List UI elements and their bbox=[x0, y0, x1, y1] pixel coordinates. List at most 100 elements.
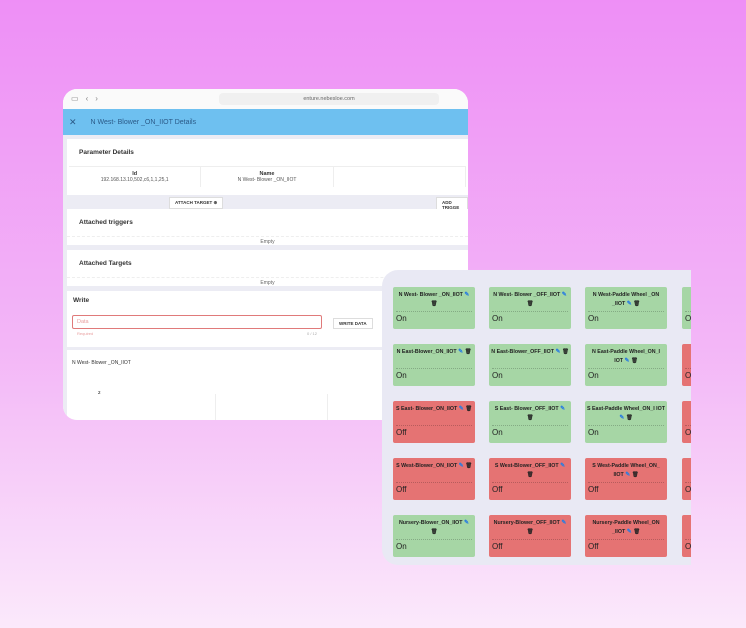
device-tile[interactable]: N ✎ 🗑O bbox=[682, 344, 691, 386]
edit-icon[interactable]: ✎ bbox=[458, 406, 464, 412]
tile-status: O bbox=[685, 368, 691, 380]
device-tile[interactable]: Nursery-Paddle Wheel_ON _IIOT ✎ 🗑 Off bbox=[585, 515, 667, 557]
edit-icon[interactable]: ✎ bbox=[619, 415, 625, 421]
id-cell: Id 192.168.13.10,502,c6,1,1,25,1 bbox=[69, 167, 202, 187]
tile-name: S East- Blower_ON_IIOT bbox=[396, 406, 458, 412]
helper-text: Required bbox=[77, 331, 94, 336]
device-tile[interactable]: N East-Paddle Wheel_ON_I IOT ✎ 🗑 On bbox=[585, 344, 667, 386]
delete-icon[interactable]: 🗑 bbox=[633, 301, 640, 307]
tile-status: Off bbox=[492, 539, 568, 551]
device-tile[interactable]: S East-Paddle Wheel_ON_I IOT ✎ 🗑 On bbox=[585, 401, 667, 443]
tile-name: S East- Blower_OFF_IIOT bbox=[494, 406, 559, 412]
device-tile[interactable]: Nursery-Blower_OFF_IIOT ✎ 🗑 Off bbox=[489, 515, 571, 557]
edit-icon[interactable]: ✎ bbox=[561, 292, 567, 298]
delete-icon[interactable]: 🗑 bbox=[465, 406, 472, 412]
device-tile[interactable]: S ✎ 🗑O bbox=[682, 401, 691, 443]
delete-icon[interactable]: 🗑 bbox=[465, 463, 472, 469]
edit-icon[interactable]: ✎ bbox=[625, 472, 631, 478]
address-bar[interactable]: enture.nebesloe.com bbox=[219, 93, 439, 105]
edit-icon[interactable]: ✎ bbox=[555, 349, 561, 355]
tile-name: N West- Blower _ON_IIOT bbox=[398, 292, 463, 298]
section-title: Write bbox=[73, 297, 90, 304]
tile-status: On bbox=[588, 311, 664, 323]
delete-icon[interactable]: 🗑 bbox=[631, 358, 638, 364]
edit-icon[interactable]: ✎ bbox=[458, 463, 464, 469]
device-tile[interactable]: S East- Blower_ON_IIOT ✎ 🗑 Off bbox=[393, 401, 475, 443]
device-tiles-panel: N West- Blower _ON_IIOT ✎ 🗑 On N West- Blo… bbox=[382, 270, 691, 565]
tile-status: On bbox=[492, 368, 568, 380]
data-input[interactable]: Data bbox=[72, 315, 322, 329]
tile-status: O bbox=[685, 311, 691, 323]
device-tile[interactable]: S West-Blower_OFF_IIOT ✎ 🗑 Off bbox=[489, 458, 571, 500]
delete-icon[interactable]: 🗑 bbox=[526, 529, 534, 535]
page-title: N West- Blower _ON_IIOT Details bbox=[90, 118, 197, 126]
attach-target-button[interactable]: ATTACH TARGET ⊕ bbox=[169, 197, 224, 209]
delete-icon[interactable]: 🗑 bbox=[464, 349, 472, 355]
tile-name: N West-Paddle Wheel _ON _IIOT bbox=[592, 292, 660, 307]
device-tile[interactable]: S East- Blower_OFF_IIOT ✎ 🗑 On bbox=[489, 401, 571, 443]
device-tile[interactable]: N East-Blower_ON_IIOT ✎ 🗑 On bbox=[393, 344, 475, 386]
tile-status: O bbox=[685, 539, 691, 551]
tile-status: On bbox=[492, 311, 568, 323]
char-counter: 0 / 12 bbox=[307, 331, 318, 336]
edit-icon[interactable]: ✎ bbox=[626, 529, 632, 535]
device-tile[interactable]: S ✎ 🗑O bbox=[682, 458, 691, 500]
tile-name: S West-Blower_OFF_IIOT bbox=[494, 463, 559, 469]
close-icon[interactable]: ✕ bbox=[69, 116, 77, 127]
device-tile[interactable]: N ✎ 🗑O bbox=[682, 287, 691, 329]
delete-icon[interactable]: 🗑 bbox=[625, 415, 633, 421]
edit-icon[interactable]: ✎ bbox=[626, 301, 632, 307]
back-icon[interactable]: ‹ bbox=[85, 94, 89, 103]
sidebar-icon[interactable]: ▭ bbox=[71, 94, 79, 103]
tile-name: N East-Blower_ON_IIOT bbox=[396, 349, 457, 355]
tile-status: On bbox=[588, 425, 664, 437]
delete-icon[interactable]: 🗑 bbox=[430, 301, 438, 307]
device-tile[interactable]: N East-Blower_OFF_IIOT ✎ 🗑 On bbox=[489, 344, 571, 386]
empty-text: Empty bbox=[67, 277, 468, 286]
tile-name: S East-Paddle Wheel_ON_I IOT bbox=[587, 406, 666, 412]
tile-name: Nursery-Blower_OFF_IIOT bbox=[493, 520, 560, 526]
tile-status: Off bbox=[396, 425, 472, 437]
tile-name: Nursery-Paddle Wheel_ON _IIOT bbox=[592, 520, 660, 535]
triggers-card: Attached triggers Empty bbox=[67, 209, 468, 245]
device-tile[interactable]: N West- Blower _ON_IIOT ✎ 🗑 On bbox=[393, 287, 475, 329]
tile-status: On bbox=[396, 368, 472, 380]
delete-icon[interactable]: 🗑 bbox=[631, 472, 639, 478]
tile-name: N East-Blower_OFF_IIOT bbox=[491, 349, 554, 355]
device-tile[interactable]: S West-Paddle Wheel_ON_ IIOT ✎ 🗑 Off bbox=[585, 458, 667, 500]
edit-icon[interactable]: ✎ bbox=[560, 406, 566, 412]
name-cell: Name N West- Blower _ON_IIOT bbox=[201, 167, 334, 187]
extra-cell bbox=[334, 167, 466, 187]
section-title: Attached Targets bbox=[79, 260, 132, 267]
forward-icon[interactable]: › bbox=[95, 94, 98, 103]
edit-icon[interactable]: ✎ bbox=[560, 463, 566, 469]
device-tile[interactable]: Nursery-Blower_ON_IIOT ✎ 🗑 On bbox=[393, 515, 475, 557]
delete-icon[interactable]: 🗑 bbox=[526, 472, 534, 478]
delete-icon[interactable]: 🗑 bbox=[526, 301, 534, 307]
tile-status: Off bbox=[492, 482, 568, 494]
tile-status: On bbox=[396, 311, 472, 323]
delete-icon[interactable]: 🗑 bbox=[526, 415, 534, 421]
tile-status: On bbox=[492, 425, 568, 437]
device-tile[interactable]: N West-Paddle Wheel _ON _IIOT ✎ 🗑 On bbox=[585, 287, 667, 329]
edit-icon[interactable]: ✎ bbox=[464, 292, 470, 298]
section-title: Parameter Details bbox=[79, 149, 134, 156]
device-tile[interactable]: N ✎ 🗑O bbox=[682, 515, 691, 557]
device-tile[interactable]: N West- Blower _OFF_IIOT ✎ 🗑 On bbox=[489, 287, 571, 329]
delete-icon[interactable]: 🗑 bbox=[633, 529, 640, 535]
tile-name: N West- Blower _OFF_IIOT bbox=[493, 292, 561, 298]
delete-icon[interactable]: 🗑 bbox=[430, 529, 438, 535]
edit-icon[interactable]: ✎ bbox=[464, 520, 470, 526]
tile-name: S West-Blower_ON_IIOT bbox=[396, 463, 458, 469]
tile-name: Nursery-Blower_ON_IIOT bbox=[398, 520, 463, 526]
tile-status: Off bbox=[396, 482, 472, 494]
edit-icon[interactable]: ✎ bbox=[624, 358, 630, 364]
tile-status: Off bbox=[588, 539, 664, 551]
edit-icon[interactable]: ✎ bbox=[458, 349, 464, 355]
chart-title: N West- Blower _ON_IIOT bbox=[72, 360, 131, 366]
device-tile[interactable]: S West-Blower_ON_IIOT ✎ 🗑 Off bbox=[393, 458, 475, 500]
tile-name: N East-Paddle Wheel_ON_I IOT bbox=[592, 349, 660, 364]
edit-icon[interactable]: ✎ bbox=[561, 520, 567, 526]
write-data-button[interactable]: WRITE DATA bbox=[333, 318, 373, 329]
delete-icon[interactable]: 🗑 bbox=[561, 349, 569, 355]
